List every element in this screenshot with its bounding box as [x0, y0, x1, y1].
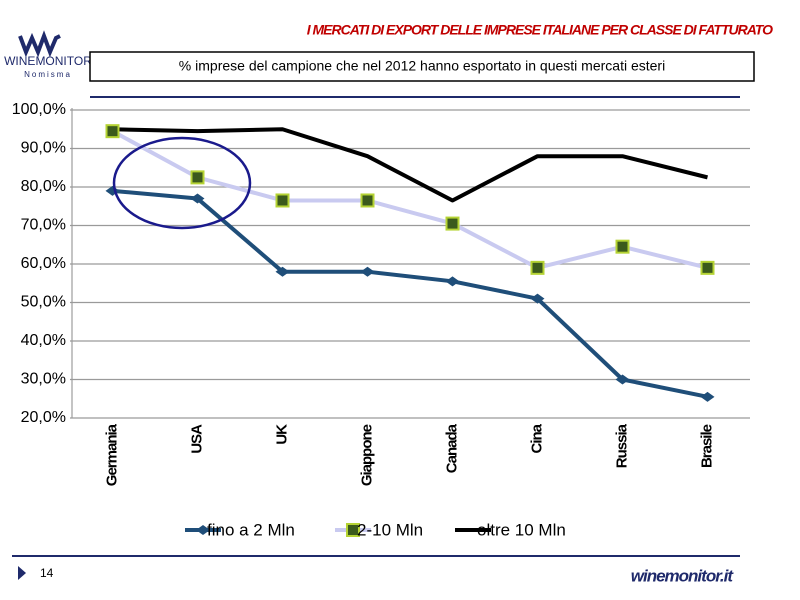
y-tick-label: 50,0%	[21, 294, 66, 311]
highlight-ellipse	[112, 136, 252, 230]
legend-marker	[346, 523, 360, 537]
logo: WINEMONITOR Nomisma	[4, 30, 92, 79]
series-line	[112, 127, 708, 203]
slide-title: I MERCATI DI EXPORT DELLE IMPRESE ITALIA…	[307, 22, 773, 38]
logo-sub: Nomisma	[24, 70, 72, 79]
x-tick-label: Giappone	[358, 424, 375, 486]
point-marker	[700, 260, 715, 275]
y-tick-label: 40,0%	[21, 332, 66, 349]
x-tick-label: UK	[273, 424, 290, 445]
y-tick-label: 90,0%	[21, 140, 66, 157]
point-marker	[700, 391, 715, 402]
point-marker	[530, 260, 545, 275]
x-tick-label: Germania	[103, 423, 120, 486]
chart-subtitle: % imprese del campione che nel 2012 hann…	[179, 58, 665, 74]
point-marker	[615, 374, 630, 385]
x-tick-label: Canada	[443, 423, 460, 473]
logo-text: WINEMONITOR	[4, 54, 92, 68]
point-marker	[445, 216, 460, 231]
y-tick-label: 30,0%	[21, 371, 66, 388]
x-tick-label: Russia	[613, 423, 630, 468]
plot: 20,0% 30,0% 40,0% 50,0% 60,0% 70,0% 80,0% 90,0%…	[12, 101, 750, 539]
logo-mark	[18, 30, 61, 58]
footer-site: winemonitor.it	[631, 566, 735, 585]
point-marker	[275, 266, 290, 277]
point-marker	[190, 170, 205, 185]
legend-marker	[196, 525, 210, 535]
legend-label: oltre 10 Mln	[477, 520, 566, 539]
legend-label: fino a 2 Mln	[207, 520, 295, 539]
page-number: 14	[40, 566, 54, 580]
legend-label: 2-10 Mln	[357, 520, 423, 539]
x-tick-label: Brasile	[698, 424, 715, 468]
point-marker	[360, 193, 375, 208]
y-tick-label: 60,0%	[21, 255, 66, 272]
point-marker	[530, 293, 545, 304]
series-line	[111, 129, 708, 270]
point-marker	[615, 239, 630, 254]
point-marker	[445, 276, 460, 287]
y-tick-label: 80,0%	[21, 178, 66, 195]
x-tick-label: Cina	[528, 423, 545, 453]
point-marker	[275, 193, 290, 208]
footer-arrow	[18, 566, 26, 580]
subtitle-box	[89, 51, 755, 82]
x-tick-label: USA	[188, 424, 205, 454]
y-tick-label: 70,0%	[21, 217, 66, 234]
point-marker	[190, 193, 205, 204]
point-marker	[105, 124, 120, 139]
point-marker	[360, 266, 375, 277]
series-line	[112, 188, 708, 399]
y-tick-label: 20,0%	[21, 409, 66, 426]
y-tick-label: 100,0%	[12, 101, 66, 118]
